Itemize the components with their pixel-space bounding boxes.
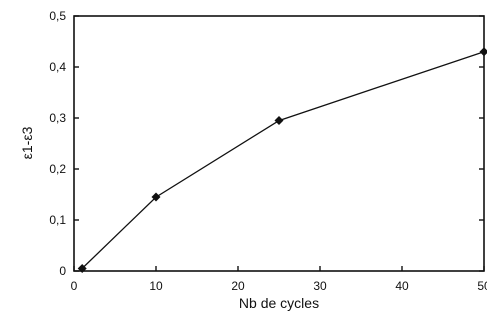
x-tick-label: 40: [395, 279, 409, 293]
plot-frame: [73, 15, 485, 272]
data-point-diamond: [77, 263, 87, 273]
y-tick-label: 0,2: [49, 162, 66, 176]
data-point-diamond: [151, 192, 161, 202]
x-tick-label: 20: [231, 279, 245, 293]
series-line: [81, 51, 485, 269]
x-tick-label: 0: [71, 279, 78, 293]
y-tick-label: 0: [59, 264, 66, 278]
y-axis-title: ε1-ε3: [19, 126, 35, 159]
data-point-diamond: [479, 47, 487, 57]
y-tick-label: 0,5: [49, 9, 66, 23]
y-tick-label: 0,3: [49, 111, 66, 125]
x-axis-ticks: 0 10 20 30 40 50: [71, 266, 487, 293]
x-tick-label: 30: [313, 279, 327, 293]
series-layer: [77, 47, 487, 273]
data-point-diamond: [274, 116, 284, 126]
x-axis-title: Nb de cycles: [239, 295, 319, 311]
x-tick-label: 10: [149, 279, 163, 293]
x-tick-label: 50: [477, 279, 487, 293]
y-tick-label: 0,4: [49, 60, 66, 74]
y-axis-ticks: 0 0,1 0,2 0,3 0,4 0,5: [49, 9, 484, 278]
y-tick-label: 0,1: [49, 213, 66, 227]
